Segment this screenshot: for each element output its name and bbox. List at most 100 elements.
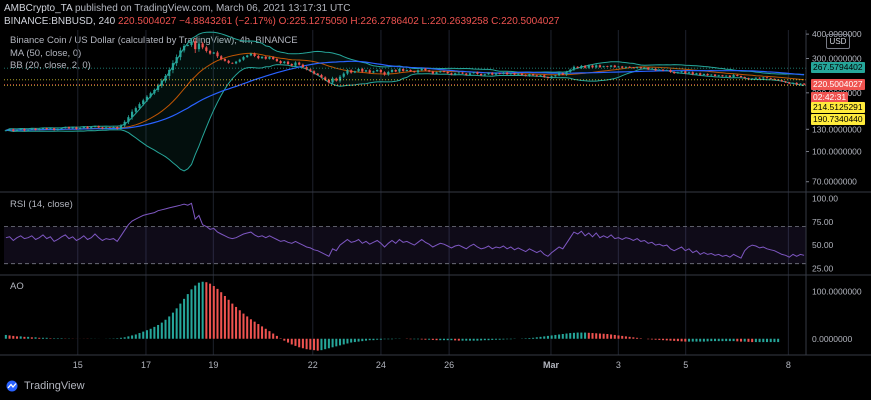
ao-legend[interactable]: AO — [10, 281, 24, 292]
candle-body — [736, 74, 739, 76]
rsi-legend[interactable]: RSI (14, close) — [10, 199, 73, 210]
candle-body — [673, 71, 676, 74]
candle — [676, 71, 680, 74]
candle — [554, 74, 557, 77]
candle — [751, 77, 754, 80]
tradingview-logo[interactable]: TradingView — [4, 380, 85, 392]
bb-legend[interactable]: BB (20, close, 2, 0) — [10, 60, 91, 71]
candle-body — [119, 125, 123, 129]
candle-body — [149, 93, 152, 97]
candle-body — [721, 75, 724, 77]
candle — [335, 77, 338, 82]
candle — [376, 69, 379, 72]
candle — [799, 83, 802, 85]
candle-body — [138, 104, 141, 109]
candle-body — [728, 75, 731, 78]
candle — [238, 58, 241, 63]
bb-basis-tag: 214.5125291 — [811, 102, 865, 113]
candle — [557, 72, 561, 77]
candle-body — [108, 127, 111, 129]
candle — [402, 68, 405, 72]
candle — [721, 74, 724, 77]
ma-legend[interactable]: MA (50, close, 0) — [10, 48, 82, 59]
candle-body — [390, 69, 394, 72]
candle — [301, 63, 305, 69]
candle-body — [268, 57, 271, 59]
candle — [67, 126, 71, 129]
candle — [394, 69, 397, 73]
candle-body — [465, 73, 468, 75]
candle-body — [598, 65, 602, 68]
candle — [476, 71, 479, 75]
candle-body — [272, 57, 275, 60]
candle — [86, 126, 89, 130]
candle — [539, 74, 542, 77]
candle — [713, 73, 717, 77]
bb-upper-line — [5, 31, 805, 131]
candle-body — [483, 74, 486, 76]
candle-body — [309, 69, 312, 72]
candle — [182, 43, 186, 53]
candle-body — [431, 71, 434, 74]
candle-body — [97, 126, 100, 128]
author-name[interactable]: AMBCrypto_TA — [4, 3, 73, 14]
candle — [82, 126, 85, 129]
candle — [8, 128, 11, 131]
candle — [134, 106, 137, 114]
candle — [494, 72, 498, 76]
candle-body — [342, 73, 345, 77]
candle-body — [461, 72, 464, 74]
candle-body — [290, 64, 293, 66]
candle — [498, 72, 501, 75]
ao-tick-label: 100.0000000 — [812, 286, 862, 296]
currency-button[interactable]: USD — [826, 34, 850, 49]
candle-body — [402, 68, 405, 71]
last-price-tag: 220.5004027 — [811, 78, 865, 90]
candle — [145, 95, 149, 103]
candle — [513, 72, 516, 76]
candle — [346, 68, 349, 76]
candle-body — [387, 71, 390, 75]
candle — [257, 55, 260, 60]
candle-body — [275, 59, 279, 62]
candle-body — [368, 70, 371, 73]
candle — [249, 52, 253, 57]
candle — [569, 68, 572, 73]
candle — [4, 129, 7, 132]
candle — [583, 65, 587, 69]
candle-body — [762, 77, 765, 79]
candle-body — [788, 82, 791, 84]
candle — [275, 58, 279, 62]
candle-body — [67, 127, 71, 129]
candle-body — [324, 77, 327, 80]
candle-body — [509, 73, 512, 75]
candle-body — [194, 41, 197, 50]
candle-body — [116, 127, 119, 129]
candle — [294, 61, 297, 67]
candle — [535, 74, 538, 77]
candle — [732, 74, 735, 78]
rsi-band-fill — [4, 226, 806, 264]
candle-body — [691, 72, 694, 75]
candle — [739, 75, 743, 78]
candle-body — [301, 64, 305, 68]
candle — [398, 67, 401, 73]
candle-body — [795, 82, 798, 85]
price-change: −4.8843261 (−2.17%) — [179, 16, 276, 27]
candle-body — [647, 67, 650, 70]
candle-body — [208, 50, 212, 54]
candle — [290, 63, 293, 67]
candle-body — [145, 96, 149, 101]
candle-body — [30, 128, 33, 130]
candle — [127, 115, 130, 125]
candle — [175, 54, 178, 66]
candle — [413, 70, 416, 73]
candle-body — [212, 52, 215, 54]
candle-body — [182, 45, 186, 51]
candle — [108, 126, 111, 129]
candle — [220, 55, 223, 61]
candle — [156, 83, 160, 92]
candle — [480, 73, 483, 76]
candle — [390, 69, 394, 73]
